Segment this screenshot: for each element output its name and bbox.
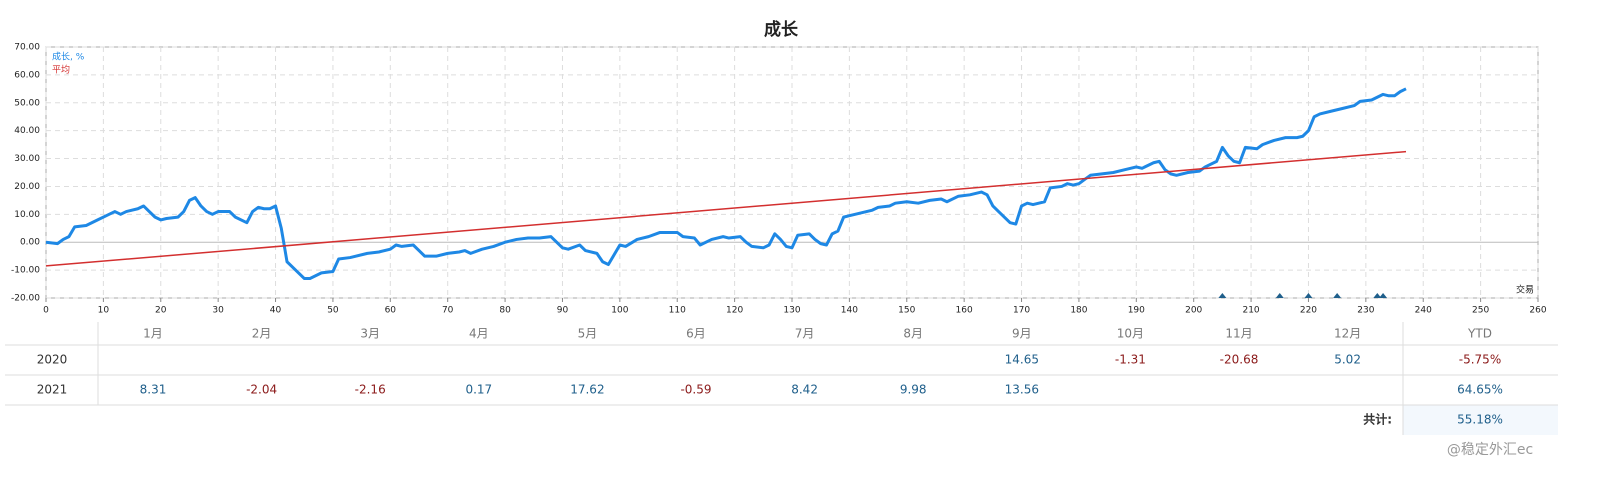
event-marker [1304, 293, 1313, 298]
y-tick-label: 0.00 [20, 238, 40, 248]
x-tick-label: 80 [499, 306, 511, 316]
x-tick-label: 110 [669, 306, 686, 316]
event-marker [1333, 293, 1342, 298]
line-series [45, 150, 1407, 267]
y-tick-label: 70.00 [14, 43, 40, 53]
ytd-cell: -5.75% [1459, 353, 1501, 367]
table-cell: -2.04 [246, 383, 277, 397]
y-tick-label: 40.00 [14, 126, 40, 136]
total-value: 55.18% [1457, 413, 1503, 427]
table-cell: -2.16 [355, 383, 386, 397]
table-cell: -1.31 [1115, 353, 1146, 367]
x-tick-label: 220 [1300, 306, 1317, 316]
event-marker [1373, 293, 1382, 298]
table-cell: 9.98 [900, 383, 927, 397]
table-header: 12月 [1334, 327, 1361, 341]
table-header: 6月 [686, 327, 706, 341]
x-tick-label: 130 [783, 306, 800, 316]
y-tick-label: -10.00 [11, 266, 40, 276]
row-year: 2020 [37, 353, 68, 367]
event-marker [1275, 293, 1284, 298]
event-marker [1379, 293, 1388, 298]
x-tick-label: 150 [898, 306, 915, 316]
table-cell: 17.62 [570, 383, 604, 397]
x-tick-label: 60 [385, 306, 397, 316]
table-header: 10月 [1117, 327, 1144, 341]
y-tick-label: 50.00 [14, 98, 40, 108]
ytd-cell: 64.65% [1457, 383, 1503, 397]
table-header: 3月 [360, 327, 380, 341]
table-header: 7月 [795, 327, 815, 341]
x-tick-label: 30 [212, 306, 224, 316]
table-header: 8月 [903, 327, 923, 341]
y-tick-label: 30.00 [14, 154, 40, 164]
x-tick-label: 240 [1415, 306, 1432, 316]
x-tick-label: 40 [270, 306, 282, 316]
x-tick-label: 120 [726, 306, 743, 316]
legend-entry: 成长, % [52, 51, 85, 63]
x-tick-label: 90 [557, 306, 569, 316]
x-tick-label: 210 [1242, 306, 1259, 316]
y-tick-label: -20.00 [11, 294, 40, 304]
ytd-background [1403, 405, 1558, 435]
table-cell: -20.68 [1220, 353, 1259, 367]
x-tick-label: 70 [442, 306, 454, 316]
x-tick-label: 180 [1070, 306, 1087, 316]
table-header: 5月 [578, 327, 598, 341]
x-tick-label: 20 [155, 306, 167, 316]
table-header: 4月 [469, 327, 489, 341]
table-cell: 5.02 [1334, 353, 1361, 367]
x-tick-label: 50 [327, 306, 339, 316]
x-tick-label: 0 [43, 306, 49, 316]
chart-title: 成长 [764, 19, 799, 40]
table-cell: -0.59 [680, 383, 711, 397]
table-cell: 8.31 [140, 383, 167, 397]
table-cell: 13.56 [1005, 383, 1039, 397]
table-cell: 8.42 [791, 383, 818, 397]
table-cell: 14.65 [1005, 353, 1039, 367]
y-tick-label: 10.00 [14, 210, 40, 220]
table-header: YTD [1467, 327, 1492, 341]
event-marker [1218, 293, 1227, 298]
table-header: 11月 [1225, 327, 1252, 341]
y-tick-label: 20.00 [14, 182, 40, 192]
line-series [45, 87, 1407, 280]
x-tick-label: 140 [841, 306, 858, 316]
x-tick-label: 170 [1013, 306, 1030, 316]
total-label: 共计: [1363, 412, 1392, 427]
x-tick-label: 200 [1185, 306, 1202, 316]
table-cell: 0.17 [465, 383, 492, 397]
row-year: 2021 [37, 383, 68, 397]
table-header: 1月 [143, 327, 163, 341]
x-tick-label: 230 [1357, 306, 1374, 316]
x-tick-label: 160 [956, 306, 973, 316]
x-tick-label: 10 [98, 306, 110, 316]
x-tick-label: 100 [611, 306, 628, 316]
watermark: @稳定外汇ec [1447, 442, 1533, 458]
x-tick-label: 250 [1472, 306, 1489, 316]
table-header: 9月 [1012, 327, 1032, 341]
x-tick-label: 190 [1128, 306, 1145, 316]
x-axis-label: 交易 [1516, 284, 1534, 296]
legend-entry: 平均 [52, 64, 70, 76]
x-tick-label: 260 [1529, 306, 1546, 316]
table-header: 2月 [252, 327, 272, 341]
y-tick-label: 60.00 [14, 70, 40, 80]
